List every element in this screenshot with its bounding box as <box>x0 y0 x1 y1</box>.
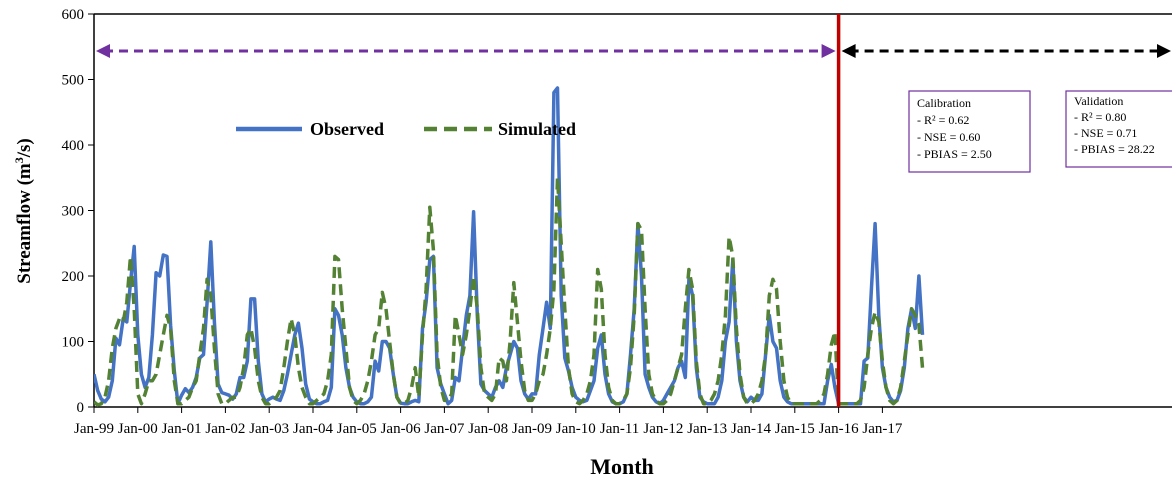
x-tick-label: Jan-09 <box>512 421 552 437</box>
y-tick-label: 400 <box>62 138 85 154</box>
x-tick-label: Jan-03 <box>249 421 289 437</box>
x-axis-ticks: Jan-99 Jan-00 Jan-01 Jan-02 Jan-03 Jan-04 Jan-… <box>74 407 903 437</box>
validation-period-arrow-head-left <box>841 44 856 58</box>
y-axis-title: Streamflow (m3/s) <box>12 138 35 283</box>
x-tick-label: Jan-11 <box>600 421 639 437</box>
x-tick-label: Jan-10 <box>556 421 596 437</box>
x-tick-label: Jan-13 <box>687 421 727 437</box>
legend-observed-label: Observed <box>310 119 384 139</box>
x-tick-label: Jan-00 <box>118 421 158 437</box>
y-tick-label: 600 <box>62 7 85 23</box>
y-axis-ticks: 0 100 200 300 400 500 600 <box>62 7 94 416</box>
y-tick-label: 500 <box>62 73 85 89</box>
calibration-nse: - NSE = 0.60 <box>917 130 980 144</box>
x-tick-label: Jan-02 <box>205 421 245 437</box>
legend: Observed Simulated <box>236 119 576 139</box>
calibration-stats-border <box>908 90 1031 173</box>
validation-stats-box: Validation - R² = 0.80 - NSE = 0.71 - PB… <box>1065 90 1172 168</box>
x-tick-label: Jan-16 <box>819 421 859 437</box>
x-tick-label: Jan-17 <box>862 421 902 437</box>
y-tick-label: 0 <box>77 400 85 416</box>
x-tick-label: Jan-99 <box>74 421 114 437</box>
calibration-period-arrow-head-right <box>821 44 836 58</box>
calibration-pbias: - PBIAS = 2.50 <box>917 147 992 161</box>
calibration-title: Calibration <box>917 96 971 110</box>
validation-stats-border <box>1065 90 1172 168</box>
validation-period-arrow-head-right <box>1157 44 1171 58</box>
validation-nse: - NSE = 0.71 <box>1074 126 1137 140</box>
validation-r2: - R² = 0.80 <box>1074 110 1126 124</box>
calibration-stats-box: Calibration - R² = 0.62 - NSE = 0.60 - P… <box>908 90 1031 173</box>
validation-pbias: - PBIAS = 28.22 <box>1074 142 1155 156</box>
x-tick-label: Jan-07 <box>424 421 464 437</box>
x-axis-title: Month <box>590 454 654 479</box>
x-tick-label: Jan-14 <box>731 421 771 437</box>
x-tick-label: Jan-04 <box>293 421 333 437</box>
y-tick-label: 100 <box>62 335 85 351</box>
series-layer <box>94 86 925 407</box>
x-tick-label: Jan-01 <box>162 421 202 437</box>
calibration-period-arrow <box>96 44 836 58</box>
validation-period-arrow <box>841 44 1171 58</box>
calibration-r2: - R² = 0.62 <box>917 113 969 127</box>
period-arrows <box>96 44 1171 58</box>
legend-simulated-label: Simulated <box>498 119 576 139</box>
calibration-period-arrow-head-left <box>96 44 110 58</box>
y-tick-label: 300 <box>62 204 85 220</box>
x-tick-label: Jan-08 <box>468 421 508 437</box>
validation-title: Validation <box>1074 94 1123 108</box>
x-tick-label: Jan-12 <box>643 421 683 437</box>
y-tick-label: 200 <box>62 269 85 285</box>
x-tick-label: Jan-05 <box>337 421 377 437</box>
x-tick-label: Jan-06 <box>381 421 421 437</box>
y-axis-title-base: Streamflow (m <box>14 163 35 284</box>
x-tick-label: Jan-15 <box>775 421 815 437</box>
y-axis-title-exponent: 3 <box>12 157 26 163</box>
y-axis-title-tail: /s) <box>14 138 35 158</box>
simulated-series-line <box>94 175 925 407</box>
